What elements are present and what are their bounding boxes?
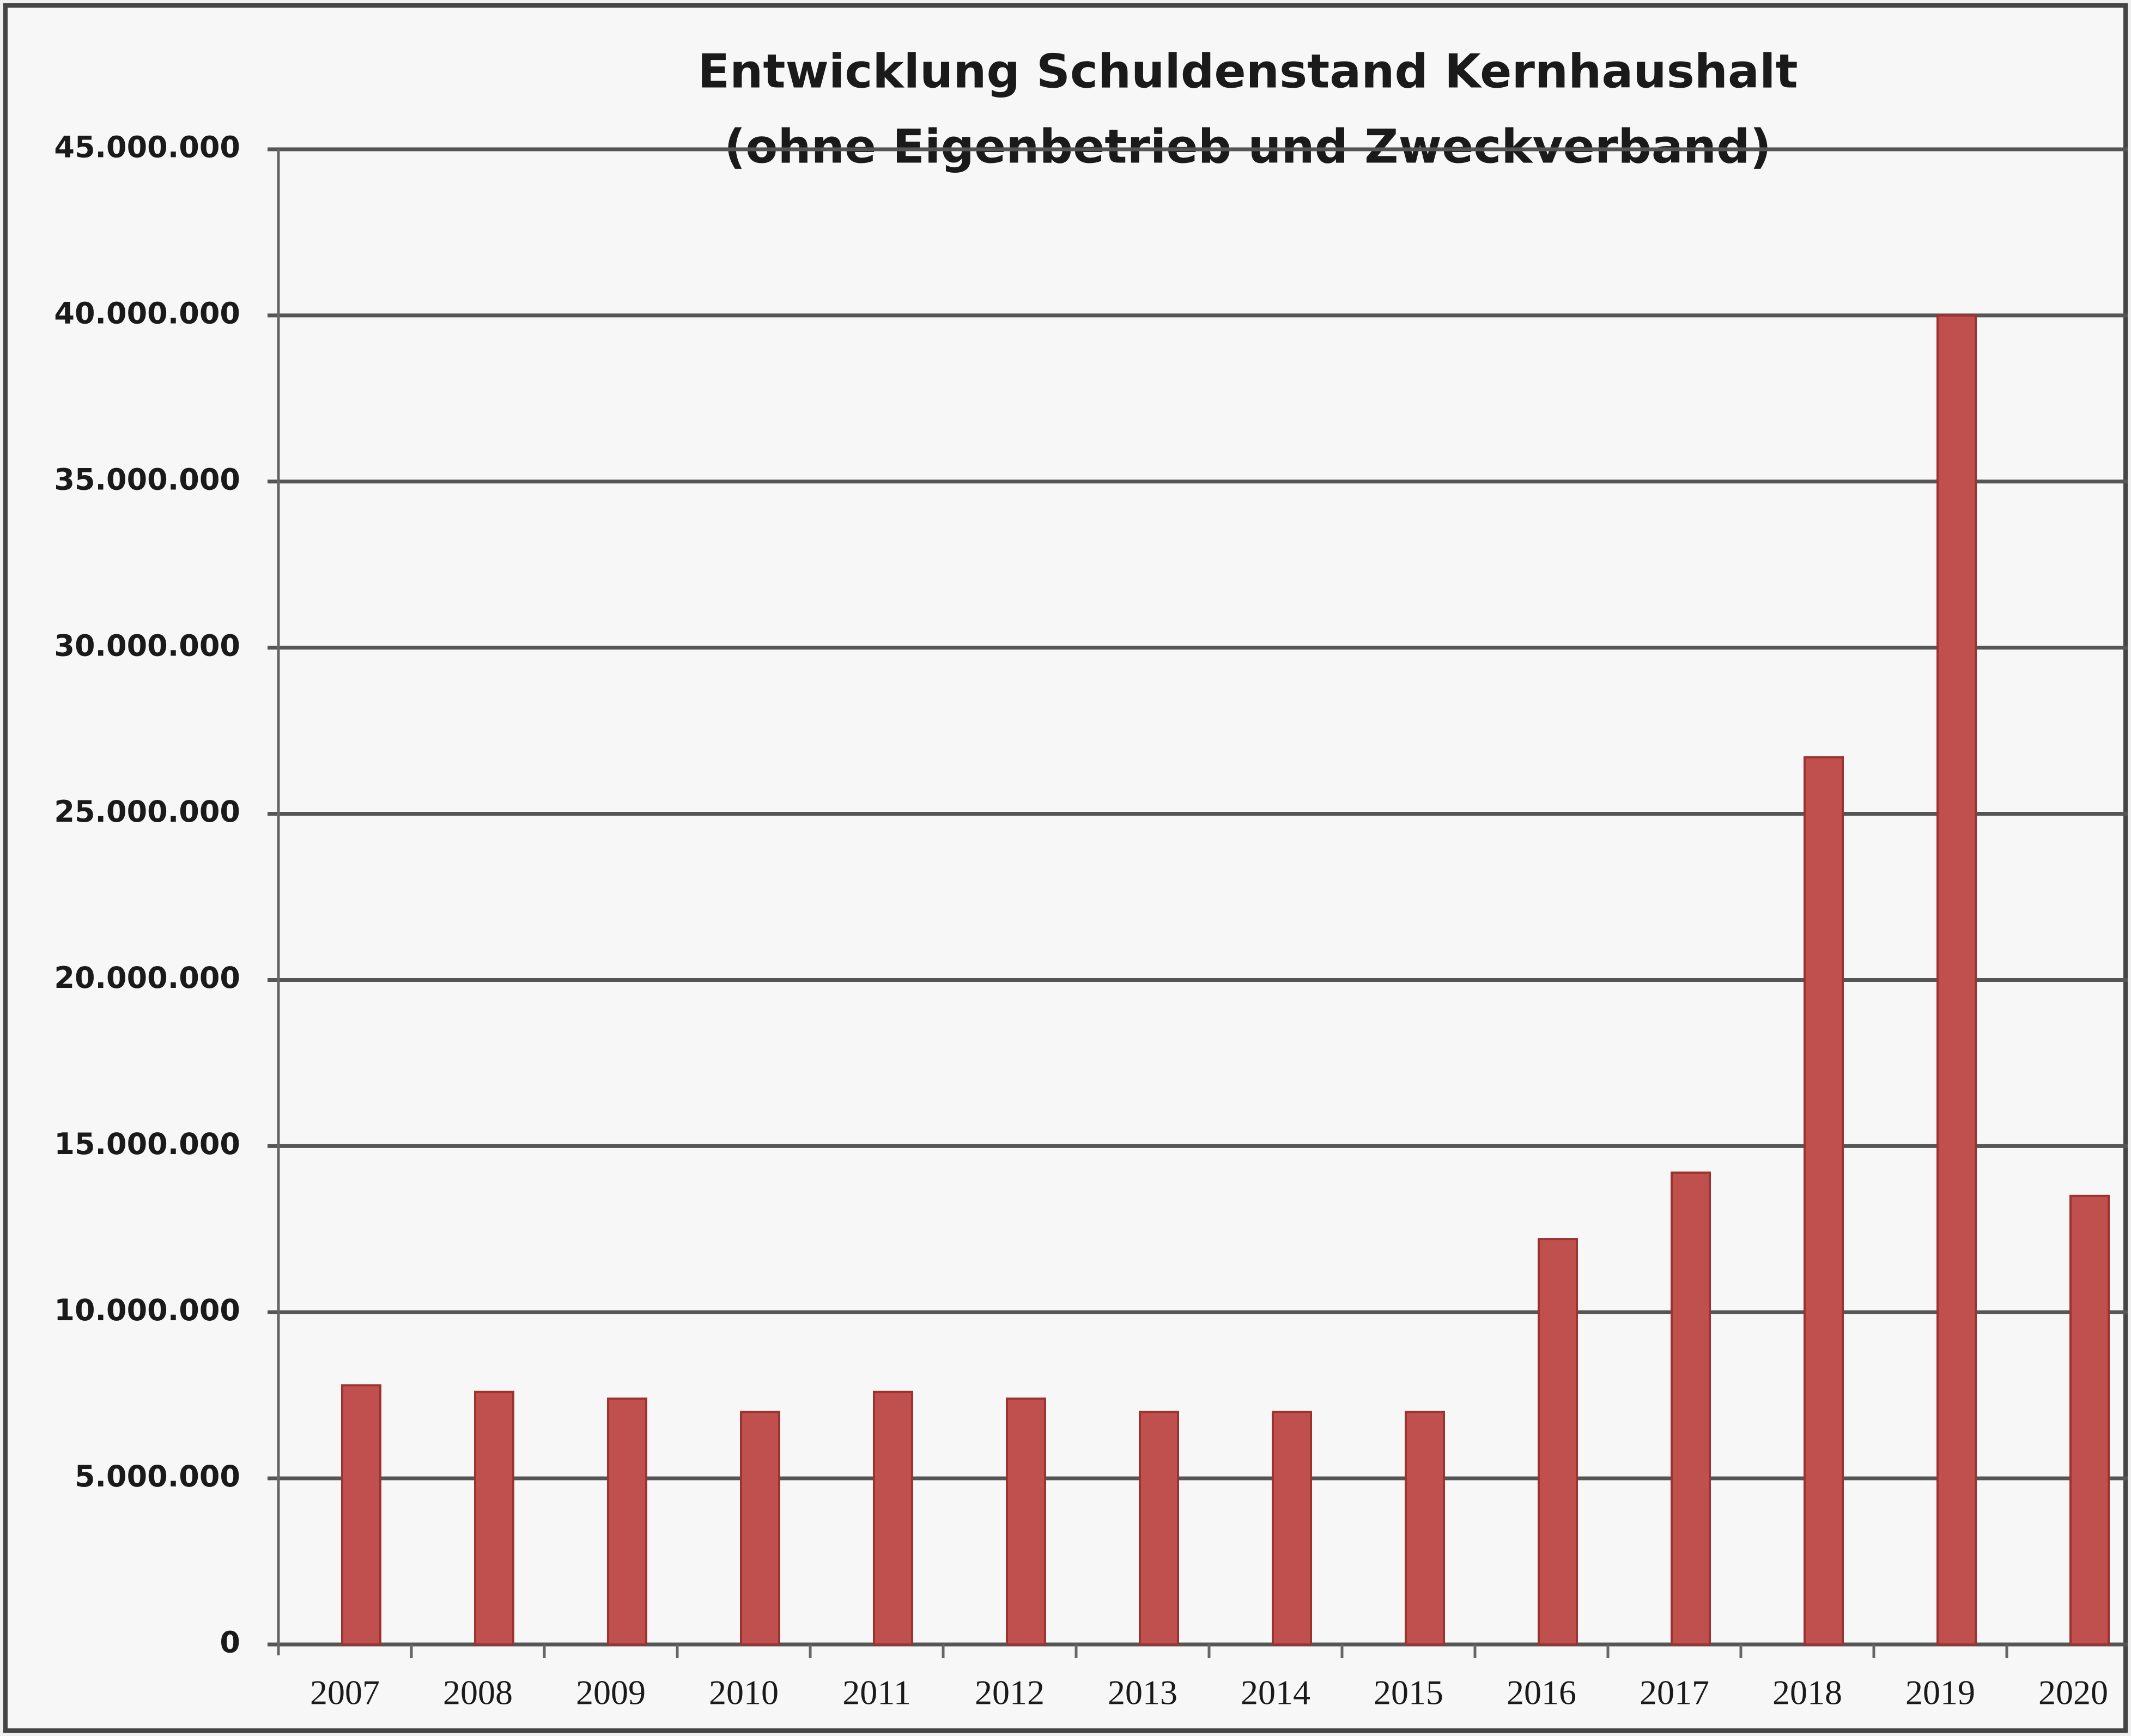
bar [1405,1411,1445,1646]
y-tick-label: 0 [220,1625,240,1660]
bar [2069,1194,2110,1646]
x-tick-label: 2020 [2038,1673,2108,1712]
x-tick-label: 2018 [1772,1673,1842,1712]
bar [1671,1172,1711,1646]
bar [740,1411,780,1646]
x-tick-label: 2007 [310,1673,380,1712]
bar [1139,1411,1179,1646]
bar [873,1391,913,1646]
x-tick-label: 2013 [1108,1673,1177,1712]
y-tick-label: 5.000.000 [75,1459,240,1494]
x-tick-label: 2012 [975,1673,1045,1712]
y-tick-label: 35.000.000 [54,462,240,496]
x-tick-label: 2015 [1374,1673,1443,1712]
bar [1272,1411,1312,1646]
y-tick-label: 10.000.000 [54,1293,240,1327]
bar [607,1397,647,1646]
x-tick-label: 2017 [1640,1673,1709,1712]
x-tick-label: 2016 [1507,1673,1576,1712]
x-tick-label: 2008 [443,1673,513,1712]
x-tick-label: 2014 [1241,1673,1310,1712]
y-tick-label: 20.000.000 [54,961,240,995]
bar [1936,314,1977,1646]
bar [474,1391,514,1646]
chart-title: Entwicklung Schuldenstand Kernhaushalt [697,44,1798,99]
x-tick-label: 2019 [1905,1673,1975,1712]
y-tick-label: 40.000.000 [54,296,240,331]
bar [341,1384,381,1646]
chart-subtitle: (ohne Eigenbetrieb und Zweckverband) [724,119,1771,174]
bar [1538,1238,1578,1646]
x-tick-label: 2009 [576,1673,646,1712]
bar [1006,1397,1046,1646]
y-tick-label: 25.000.000 [54,794,240,829]
x-tick-label: 2010 [709,1673,779,1712]
y-tick-label: 15.000.000 [54,1127,240,1161]
x-tick-label: 2011 [842,1673,911,1712]
bar [1804,756,1844,1646]
y-tick-label: 45.000.000 [54,130,240,165]
y-tick-label: 30.000.000 [54,628,240,663]
